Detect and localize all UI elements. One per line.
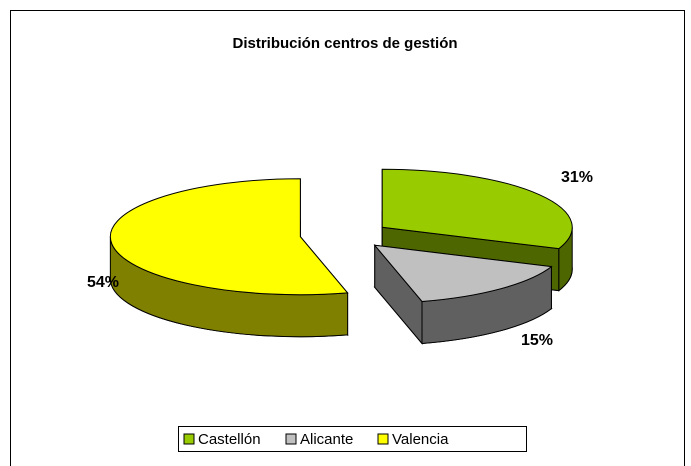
legend: Castellón Alicante Valencia bbox=[183, 431, 449, 448]
slice bbox=[373, 243, 553, 345]
legend-swatch bbox=[183, 433, 195, 445]
legend-label: Castellón bbox=[198, 431, 261, 448]
slice-top bbox=[373, 244, 553, 303]
slice-top bbox=[109, 178, 349, 296]
slice bbox=[109, 178, 349, 338]
chart-title: Distribución centros de gestión bbox=[232, 35, 457, 52]
value-label: 54% bbox=[87, 274, 119, 291]
slice-top bbox=[381, 168, 573, 250]
legend-box bbox=[178, 426, 527, 452]
legend-swatch bbox=[377, 433, 389, 445]
legend-label: Valencia bbox=[392, 431, 449, 448]
legend-label: Alicante bbox=[300, 431, 353, 448]
value-label: 15% bbox=[521, 332, 553, 349]
legend-swatch bbox=[285, 433, 297, 445]
pie: 54% 31% 15% bbox=[87, 168, 593, 349]
value-label: 31% bbox=[561, 169, 593, 186]
